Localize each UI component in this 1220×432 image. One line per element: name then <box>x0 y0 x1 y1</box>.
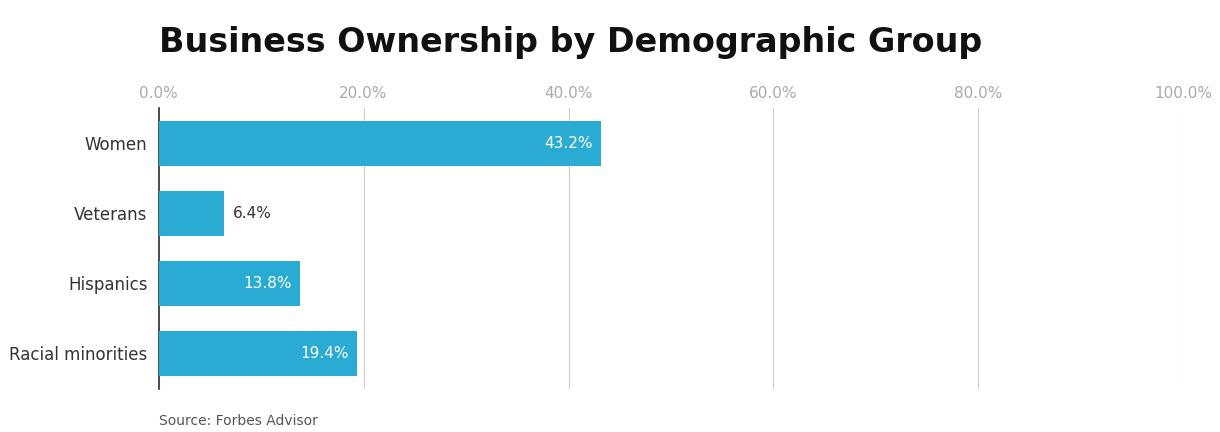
Text: Business Ownership by Demographic Group: Business Ownership by Demographic Group <box>159 26 982 60</box>
Text: 43.2%: 43.2% <box>544 136 593 151</box>
Text: 6.4%: 6.4% <box>232 206 271 221</box>
Text: 19.4%: 19.4% <box>300 346 349 361</box>
Bar <box>159 260 300 306</box>
Bar <box>159 191 224 236</box>
Text: 13.8%: 13.8% <box>243 276 292 291</box>
Bar <box>159 330 357 376</box>
Bar <box>159 121 601 166</box>
Text: Source: Forbes Advisor: Source: Forbes Advisor <box>159 414 317 428</box>
